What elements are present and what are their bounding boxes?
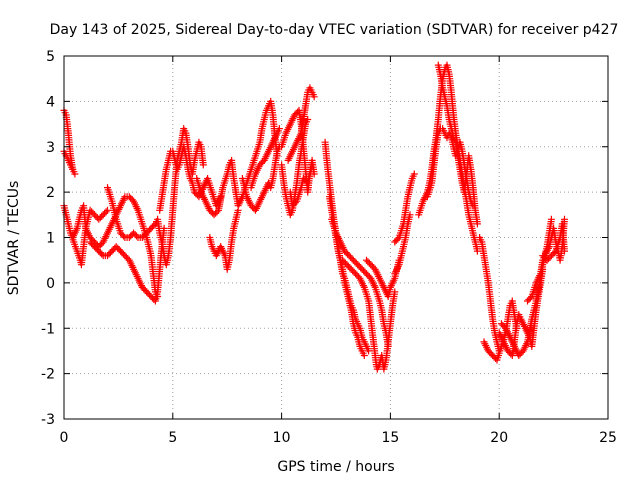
- data-point: [102, 208, 110, 216]
- chart-title: Day 143 of 2025, Sidereal Day-to-day VTE…: [50, 22, 619, 38]
- data-point: [71, 170, 79, 178]
- y-tick-label: 2: [46, 185, 55, 201]
- x-tick-label: 20: [490, 430, 508, 446]
- data-point: [547, 215, 555, 223]
- data-point: [199, 161, 207, 169]
- y-tick-label: -2: [41, 367, 55, 383]
- data-point: [406, 211, 414, 219]
- y-axis-label: SDTVAR / TECUs: [6, 181, 22, 296]
- data-point: [394, 235, 402, 243]
- x-tick-label: 15: [381, 430, 399, 446]
- data-point: [69, 165, 77, 173]
- y-tick-label: -1: [41, 321, 55, 337]
- data-point: [410, 170, 418, 178]
- data-point: [561, 215, 568, 223]
- y-tick-label: 5: [46, 49, 55, 65]
- x-tick-label: 5: [168, 430, 177, 446]
- x-tick-label: 10: [273, 430, 291, 446]
- data-point: [473, 220, 481, 228]
- axis-ticks: 0 5 10 15 20 25 -3 -2 -1 0 1 2 3 4 5: [41, 49, 617, 446]
- data-point: [291, 199, 299, 207]
- data-point: [98, 250, 106, 258]
- x-tick-label: 0: [60, 430, 69, 446]
- data-point: [310, 93, 318, 101]
- data-point: [150, 221, 158, 229]
- y-tick-label: 0: [46, 276, 55, 292]
- data-point: [275, 125, 283, 133]
- data-point: [133, 232, 140, 240]
- data-points: [60, 61, 568, 373]
- data-point: [304, 116, 312, 123]
- y-tick-label: 3: [46, 140, 55, 156]
- data-point: [365, 347, 373, 355]
- data-point: [561, 247, 568, 255]
- data-point: [120, 232, 127, 240]
- data-point: [308, 161, 316, 169]
- data-point: [213, 208, 221, 216]
- x-tick-label: 25: [599, 430, 617, 446]
- data-point: [360, 352, 368, 359]
- x-axis-label: GPS time / hours: [277, 459, 394, 475]
- data-point: [104, 206, 111, 214]
- y-tick-label: -3: [41, 412, 55, 428]
- data-point: [550, 249, 558, 257]
- y-tick-label: 4: [46, 94, 55, 110]
- y-tick-label: 1: [46, 231, 55, 247]
- data-point: [526, 294, 534, 302]
